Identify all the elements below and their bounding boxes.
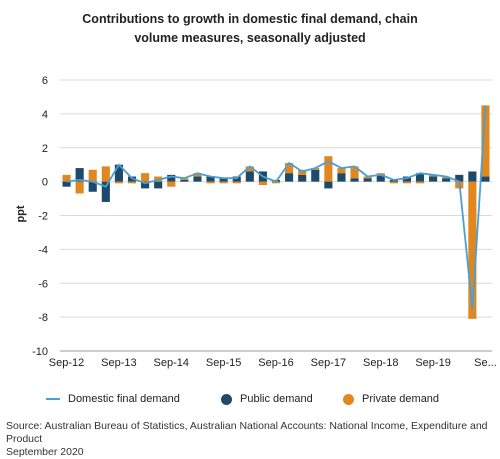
public-demand-bar	[180, 179, 189, 182]
private-demand-bar	[127, 181, 137, 184]
public-demand-bar	[206, 176, 215, 182]
legend-dot-swatch	[221, 393, 232, 405]
private-demand-bar	[285, 162, 294, 174]
legend-item-public-demand: Public demand	[221, 393, 313, 405]
public-demand-bar	[324, 181, 333, 189]
y-tick-label: -8	[38, 312, 48, 324]
y-tick-label: -10	[32, 346, 48, 358]
public-demand-bar	[415, 173, 425, 182]
private-demand-bar	[415, 181, 425, 184]
x-tick-label: Sep-16	[258, 357, 293, 369]
legend-line-swatch	[46, 398, 60, 400]
legend-item-private-demand: Private demand	[343, 393, 439, 405]
private-demand-bar	[245, 166, 254, 172]
x-tick-label: Se...	[474, 357, 497, 369]
x-tick-label: Sep-17	[311, 357, 346, 369]
y-tick-label: -2	[38, 211, 48, 223]
y-tick-label: -4	[38, 244, 48, 256]
y-axis-label: ppt	[15, 205, 27, 222]
chart-title-line-2: volume measures, seasonally adjusted	[134, 31, 366, 45]
public-demand-bar	[468, 171, 477, 182]
public-demand-bar	[429, 176, 438, 182]
private-demand-bar	[193, 173, 202, 177]
private-demand-bar	[101, 166, 110, 182]
private-demand-bar	[481, 105, 490, 177]
line-layer	[66, 105, 487, 310]
y-tick-label: 4	[42, 109, 48, 121]
x-tick-labels: Sep-12 Sep-13 Sep-14 Sep-15 Sep-16 Sep-17 Sep-…	[49, 357, 497, 369]
private-demand-bar	[62, 174, 71, 182]
public-demand-bar	[350, 178, 359, 182]
chart-title-line-1: Contributions to growth in domestic fina…	[82, 12, 418, 26]
public-demand-bar	[193, 176, 202, 182]
private-demand-bar	[141, 173, 150, 182]
public-demand-bar	[75, 168, 84, 182]
public-demand-bar	[298, 174, 307, 182]
private-demand-bar	[75, 181, 84, 194]
bar-layer	[62, 105, 490, 319]
public-demand-bar	[337, 173, 346, 182]
private-demand-bar	[232, 181, 241, 184]
public-demand-bar	[376, 174, 385, 182]
private-demand-bar	[88, 169, 97, 182]
public-demand-bar	[114, 164, 123, 182]
y-tick-label: 0	[42, 177, 48, 189]
public-demand-bar	[62, 181, 71, 187]
public-demand-bar	[455, 174, 464, 182]
private-demand-bar	[389, 181, 398, 184]
private-demand-bar	[350, 166, 359, 179]
public-demand-bar	[141, 181, 150, 189]
source-note-line-1: Source: Australian Bureau of Statistics,…	[6, 420, 488, 445]
legend-dot-swatch	[343, 393, 354, 405]
private-demand-bar	[324, 156, 333, 182]
private-demand-bar	[114, 181, 123, 184]
source-note: Source: Australian Bureau of Statistics,…	[6, 420, 498, 459]
public-demand-bar	[245, 171, 254, 182]
legend: Domestic final demand Public demand Priv…	[0, 393, 500, 409]
private-demand-bar	[167, 181, 176, 187]
public-demand-bar	[285, 173, 294, 182]
x-tick-label: Sep-19	[415, 357, 450, 369]
y-tick-label: 2	[42, 143, 48, 155]
chart-title: Contributions to growth in domestic fina…	[0, 10, 500, 48]
private-demand-bar	[468, 181, 477, 319]
legend-item-domestic-final-demand: Domestic final demand	[46, 393, 180, 405]
private-demand-bar	[219, 181, 228, 184]
legend-label-public-demand: Public demand	[240, 393, 313, 405]
public-demand-bar	[219, 178, 228, 182]
public-demand-bar	[154, 181, 163, 189]
y-tick-label: -6	[38, 278, 48, 290]
x-tick-label: Sep-14	[154, 357, 189, 369]
private-demand-bar	[206, 181, 215, 184]
x-tick-label: Sep-15	[206, 357, 241, 369]
legend-label-private-demand: Private demand	[362, 393, 440, 405]
chart-plot: 6 4 2 0 -2 -4 -6 -8 -10 Sep-12 Sep-13 Sep-14 Sep-15…	[15, 75, 497, 369]
private-demand-bar	[337, 168, 346, 174]
public-demand-bar	[442, 178, 451, 182]
grid-layer	[60, 79, 492, 352]
x-tick-label: Sep-12	[49, 357, 84, 369]
public-demand-bar	[311, 169, 320, 182]
source-note-line-2: September 2020	[6, 446, 84, 458]
y-tick-label: 6	[42, 75, 48, 87]
private-demand-bar	[258, 181, 267, 186]
y-tick-labels: 6 4 2 0 -2 -4 -6 -8 -10	[32, 75, 48, 358]
domestic-final-demand-line	[66, 105, 487, 310]
legend-label-domestic-final-demand: Domestic final demand	[68, 393, 180, 405]
public-demand-bar	[481, 176, 490, 182]
private-demand-bar	[402, 181, 411, 184]
public-demand-bar	[88, 181, 97, 192]
public-demand-bar	[101, 181, 110, 202]
public-demand-bar	[363, 178, 372, 182]
public-demand-bar	[167, 174, 176, 182]
x-tick-label: Sep-18	[363, 357, 398, 369]
x-tick-label: Sep-13	[101, 357, 136, 369]
